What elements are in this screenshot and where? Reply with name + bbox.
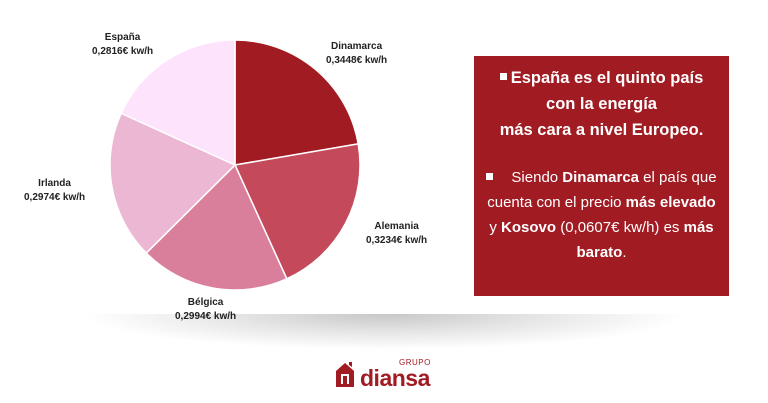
info-body: Siendo Dinamarca el país que cuenta con … xyxy=(484,165,719,265)
info-body-text-2: el país que cuenta con el precio xyxy=(487,169,717,211)
square-bullet-icon xyxy=(486,172,494,180)
logo-name: diansa xyxy=(360,365,430,391)
info-body-bold-kosovo: Kosovo xyxy=(501,219,557,236)
slice-label-espana: España 0,2816€ kw/h xyxy=(92,31,153,59)
info-title-line-1: España es el quinto país xyxy=(484,65,719,91)
info-body-bold-mas-barato: más barato xyxy=(576,219,714,261)
info-title: España es el quinto país con la energía … xyxy=(484,65,719,143)
slice-value: 0,3234€ kw/h xyxy=(366,235,428,246)
slice-name: Irlanda xyxy=(38,178,71,189)
slice-name: Bélgica xyxy=(187,297,224,308)
pie-slice-espana xyxy=(120,39,236,167)
slice-label-irlanda: Irlanda 0,2974€ kw/h xyxy=(24,177,85,205)
info-body-text-3: y xyxy=(489,219,502,236)
pie-slice-belgica xyxy=(145,163,288,291)
info-body-bold-dinamarca: Dinamarca xyxy=(562,169,640,186)
info-title-line-3: más cara a nivel Europeo. xyxy=(499,121,704,139)
slice-label-dinamarca: Dinamarca 0,3448€ kw/h xyxy=(326,40,387,68)
slice-value: 0,2816€ kw/h xyxy=(92,46,154,57)
info-body-text-4: (0,0607€ kw/h) es xyxy=(556,219,684,236)
square-bullet-icon xyxy=(499,73,507,81)
info-body-bold-mas-elevado: más elevado xyxy=(625,194,716,211)
slice-value: 0,2974€ kw/h xyxy=(24,192,86,203)
info-title-text-1: España es el quinto país xyxy=(510,69,704,87)
slice-name: Dinamarca xyxy=(331,41,383,52)
info-body-text-5: . xyxy=(622,244,627,261)
slice-name: España xyxy=(104,32,141,43)
pie-slice-dinamarca xyxy=(234,39,360,166)
logo-small-text: GRUPO xyxy=(399,358,431,367)
info-body-text-1: Siendo xyxy=(511,169,563,186)
pie-slice-alemania xyxy=(233,142,361,280)
drop-shadow xyxy=(80,314,690,350)
slice-value: 0,3448€ kw/h xyxy=(326,55,388,66)
slice-label-belgica: Bélgica 0,2994€ kw/h xyxy=(175,296,236,324)
slice-value: 0,2994€ kw/h xyxy=(175,310,236,324)
slice-name: Alemania xyxy=(374,221,419,232)
pie-slice-irlanda xyxy=(109,112,237,255)
slice-label-alemania: Alemania 0,3234€ kw/h xyxy=(366,220,427,248)
grupo-diansa-logo: GRUPO diansa xyxy=(335,356,445,392)
house-logo-icon xyxy=(336,362,354,387)
info-title-line-2: con la energía xyxy=(546,95,657,113)
info-box: España es el quinto país con la energía … xyxy=(474,56,729,296)
